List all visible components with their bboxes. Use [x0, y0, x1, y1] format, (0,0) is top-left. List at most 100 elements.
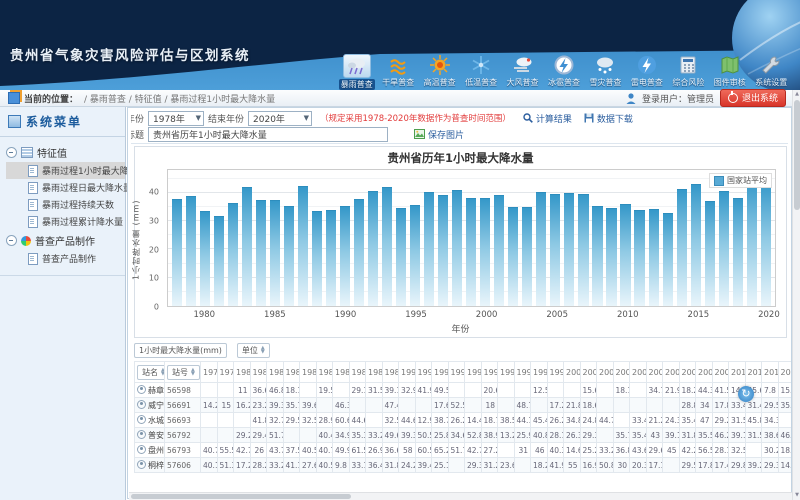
scroll-down-icon[interactable]: ▼ — [795, 492, 799, 498]
loading-refresh-icon: ↻ — [738, 386, 754, 402]
bar-slot — [212, 170, 226, 306]
nav-item-3[interactable]: 高温普查 — [419, 54, 460, 88]
station-name-cell[interactable]: 威宁 — [134, 397, 165, 413]
bar-1985 — [270, 200, 281, 306]
download-button[interactable]: 数据下载 — [584, 112, 633, 125]
horizontal-scrollbar[interactable] — [129, 492, 792, 500]
year-header-1999: 1999 — [546, 361, 564, 383]
table-scroll-region[interactable]: 站名▲▼ 站号▲▼1978197919801981198219831984198… — [134, 361, 791, 473]
vertical-scrollbar[interactable]: ▲ ▼ — [792, 90, 800, 500]
bar-slot — [296, 170, 310, 306]
bar-slot — [324, 170, 338, 306]
year-header-1984: 1984 — [299, 361, 317, 383]
sidebar-item[interactable]: 暴雨过程日最大降水量 — [6, 179, 132, 196]
value-cell: 18.1 — [282, 382, 300, 398]
value-cell: 31.2 — [480, 457, 498, 473]
station-id-cell: 56693 — [164, 412, 201, 428]
radio-icon[interactable] — [137, 414, 146, 424]
chevron-down-icon: ▼ — [303, 114, 310, 122]
value-cell: 49.5 — [431, 382, 449, 398]
value-cell: 40.5 — [299, 442, 317, 458]
radio-icon[interactable] — [137, 429, 146, 439]
measure-chip[interactable]: 1小时最大降水量(mm) — [134, 342, 227, 358]
unit-sort-chip[interactable]: 单位 ▲ ▼ — [236, 342, 270, 358]
year-header-2013: 2013 — [777, 361, 791, 383]
station-name-header[interactable]: 站名 ▲ ▼ — [134, 361, 165, 383]
value-cell — [365, 397, 383, 413]
value-cell: 39.4 — [414, 457, 432, 473]
nav-item-11[interactable]: 系统设置 — [751, 54, 792, 88]
radio-icon[interactable] — [137, 399, 146, 409]
value-cell — [546, 382, 564, 398]
bar-2020 — [760, 180, 771, 306]
save-image-button[interactable]: 保存图片 — [414, 128, 464, 141]
end-year-select[interactable]: 2020年 ▼ — [248, 110, 313, 126]
nav-item-10[interactable]: 图件审核 — [709, 54, 750, 88]
radio-icon[interactable] — [137, 384, 146, 394]
value-cell: 30 — [612, 457, 630, 473]
value-cell: 32.5 — [728, 442, 746, 458]
station-id-cell: 56691 — [164, 397, 201, 413]
value-cell: 32.5 — [299, 412, 317, 428]
start-year-label: 开始年份 — [131, 114, 144, 125]
bar-slot — [436, 170, 450, 306]
nav-item-5[interactable]: 大风普查 — [502, 54, 543, 88]
value-cell: 60.5 — [414, 442, 432, 458]
breadcrumb[interactable]: / 暴雨普查 / 特征值 / 暴雨过程1小时最大降水量 — [84, 94, 276, 105]
nav-item-2[interactable]: 干旱普查 — [377, 54, 418, 88]
sidebar-item[interactable]: 暴雨过程1小时最大降水量 — [6, 162, 147, 179]
bar-1991 — [354, 199, 365, 306]
value-cell: 29.3 — [464, 457, 482, 473]
bar-slot — [576, 170, 590, 306]
bar-2008 — [592, 205, 603, 306]
year-header-1995: 1995 — [480, 361, 498, 383]
station-name-cell[interactable]: 盘州 — [134, 442, 165, 458]
value-cell: 39.3 — [266, 397, 284, 413]
list-icon — [21, 147, 33, 158]
station-name-cell[interactable]: 赫章 — [134, 382, 165, 398]
sidebar-item[interactable]: 暴雨过程累计降水量 — [6, 213, 125, 230]
table-toolbar: 1小时最大降水量(mm) 单位 ▲ ▼ — [134, 342, 791, 358]
value-cell: 29.3 — [761, 457, 779, 473]
location-icon — [8, 92, 20, 104]
bar-2007 — [578, 193, 589, 306]
value-cell — [447, 457, 465, 473]
sidebar-item[interactable]: 普查产品制作 — [6, 250, 125, 267]
station-id-header[interactable]: 站号 ▲ ▼ — [164, 361, 201, 383]
collapse-toggle-icon[interactable] — [6, 147, 17, 158]
start-year-select[interactable]: 1978年 ▼ — [148, 110, 204, 126]
tree-group-1[interactable]: 特征值 — [6, 142, 125, 162]
station-name-cell[interactable]: 普安 — [134, 427, 165, 443]
chart-title-input[interactable]: 贵州省历年1小时最大降水量 — [148, 126, 388, 142]
nav-item-6[interactable]: 冰雹普查 — [543, 54, 584, 88]
nav-item-4[interactable]: 低温普查 — [460, 54, 501, 88]
nav-item-1[interactable]: 暴雨普查 — [336, 54, 377, 90]
collapse-toggle-icon[interactable] — [6, 235, 17, 246]
calculate-button[interactable]: 计算结果 — [523, 112, 572, 125]
sidebar: 系统菜单 特征值 暴雨过程1小时最大降水量 暴雨过程日最大降水量 暴雨过程持续天… — [0, 107, 147, 500]
y-tick-label: 30 — [148, 216, 159, 226]
radio-icon[interactable] — [137, 444, 146, 454]
nav-item-8[interactable]: 雷电普查 — [626, 54, 667, 88]
vertical-scroll-thumb[interactable] — [794, 100, 800, 210]
station-name-cell[interactable]: 水城 — [134, 412, 165, 428]
x-tick-label: 1980 — [193, 310, 216, 320]
value-cell: 36.6 — [249, 382, 267, 398]
year-header-1994: 1994 — [464, 361, 482, 383]
nav-item-7[interactable]: 雪灾普查 — [585, 54, 626, 88]
station-name-cell[interactable]: 桐梓 — [134, 457, 165, 473]
value-cell: 51.7 — [447, 442, 465, 458]
scroll-up-icon[interactable]: ▲ — [795, 91, 799, 97]
logout-button[interactable]: 退出系统 — [719, 89, 786, 107]
nav-item-9[interactable]: 综合风险 — [668, 54, 709, 88]
radio-icon[interactable] — [137, 459, 146, 469]
nav-item-label: 干旱普查 — [382, 78, 415, 87]
value-cell — [200, 427, 218, 443]
value-cell: 55.5 — [216, 442, 234, 458]
value-cell: 16.9 — [579, 457, 597, 473]
sidebar-item[interactable]: 暴雨过程持续天数 — [6, 196, 125, 213]
horizontal-scroll-thumb[interactable] — [131, 494, 351, 499]
tree-group-2[interactable]: 普查产品制作 — [6, 230, 125, 250]
bar-slot — [759, 170, 773, 306]
value-cell: 20.3 — [629, 457, 647, 473]
